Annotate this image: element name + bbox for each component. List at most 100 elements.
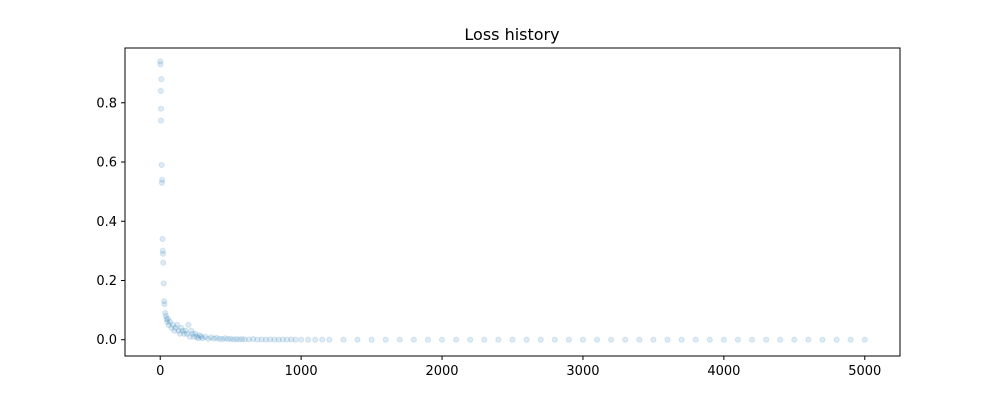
data-point <box>692 336 699 343</box>
chart-title: Loss history <box>464 25 559 44</box>
x-tick-label: 3000 <box>566 364 599 379</box>
data-point <box>565 336 572 343</box>
data-point <box>185 321 192 328</box>
x-tick-label: 4000 <box>707 364 740 379</box>
y-tick-label: 0.8 <box>96 96 117 111</box>
data-point <box>210 335 217 342</box>
data-point <box>262 336 270 343</box>
data-point <box>193 333 200 340</box>
plot-area-frame <box>124 47 901 357</box>
data-point <box>579 336 587 343</box>
y-tick-label: 0.6 <box>96 156 117 171</box>
data-point <box>160 259 167 266</box>
data-point <box>158 179 166 186</box>
data-point <box>847 336 854 343</box>
data-point <box>805 336 812 343</box>
data-point <box>467 336 474 343</box>
y-tick-label: 0.0 <box>96 333 117 348</box>
data-point <box>161 301 168 308</box>
data-point <box>157 61 164 68</box>
data-point <box>163 315 170 323</box>
data-point <box>159 235 166 243</box>
data-point <box>178 324 185 331</box>
data-point <box>159 247 166 254</box>
data-point <box>171 327 178 334</box>
data-point <box>636 336 643 343</box>
y-axis: 0.0 0.2 0.4 0.6 0.8 <box>96 96 125 348</box>
data-point <box>283 336 291 343</box>
data-point <box>410 336 417 343</box>
data-point <box>179 327 186 334</box>
data-point <box>169 321 177 328</box>
data-point <box>678 336 685 343</box>
data-point <box>833 336 840 343</box>
data-point <box>254 336 261 343</box>
data-point <box>720 336 727 343</box>
data-point <box>213 334 220 342</box>
data-point <box>271 336 278 343</box>
data-point <box>245 336 253 343</box>
data-point <box>181 330 188 337</box>
data-point <box>267 336 274 343</box>
data-point <box>166 318 174 326</box>
data-point <box>219 336 226 343</box>
data-point <box>734 336 742 343</box>
data-point <box>159 250 167 257</box>
data-point <box>165 321 172 328</box>
data-point <box>202 333 209 340</box>
data-point <box>438 336 446 343</box>
data-point <box>650 336 657 343</box>
data-point <box>819 336 826 343</box>
data-point <box>190 333 198 340</box>
data-point <box>172 324 179 331</box>
data-point <box>188 327 195 334</box>
y-tick-label: 0.2 <box>96 274 117 289</box>
data-point <box>175 327 182 334</box>
data-point <box>319 336 326 343</box>
x-tick-label: 0 <box>156 364 164 379</box>
data-point <box>861 336 868 343</box>
data-point <box>608 336 615 343</box>
data-point <box>157 58 164 65</box>
data-point <box>174 321 181 328</box>
data-point <box>382 336 389 343</box>
data-point <box>292 336 299 343</box>
x-axis: 0 1000 2000 3000 4000 5000 <box>156 356 881 379</box>
data-point <box>763 336 770 343</box>
data-point <box>791 336 798 343</box>
data-point <box>207 334 215 341</box>
data-point <box>326 336 333 343</box>
data-point <box>523 336 530 343</box>
data-point <box>182 327 189 334</box>
data-point <box>396 336 403 343</box>
data-point <box>159 176 166 183</box>
data-point <box>233 336 240 343</box>
data-point <box>622 336 629 343</box>
data-point <box>593 336 601 343</box>
data-point <box>424 336 432 343</box>
data-point <box>312 336 319 343</box>
data-point <box>158 76 165 83</box>
data-point <box>227 335 234 342</box>
data-point <box>230 336 237 343</box>
data-point <box>481 336 488 343</box>
data-point <box>509 336 516 343</box>
data-point <box>162 309 169 317</box>
data-point <box>224 336 231 343</box>
data-point <box>275 336 282 343</box>
data-point <box>354 336 361 343</box>
data-point <box>664 336 671 343</box>
data-point <box>186 333 193 340</box>
data-point <box>241 336 248 343</box>
data-point <box>189 330 196 337</box>
x-tick-label: 1000 <box>285 364 318 379</box>
data-point <box>551 336 558 343</box>
data-point <box>162 312 169 320</box>
data-point <box>340 336 347 343</box>
data-point <box>305 336 312 343</box>
data-point <box>288 336 295 343</box>
data-point <box>236 336 243 343</box>
data-point <box>196 332 203 339</box>
